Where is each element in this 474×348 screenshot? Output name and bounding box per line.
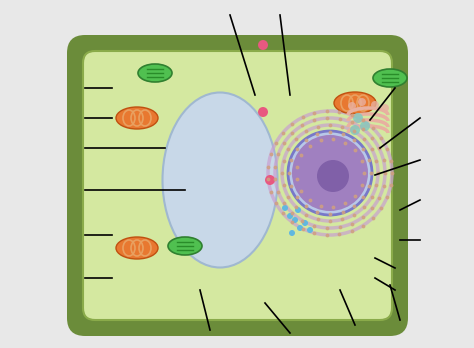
Ellipse shape [334, 92, 376, 114]
Ellipse shape [138, 64, 172, 82]
FancyBboxPatch shape [83, 51, 392, 320]
Circle shape [282, 205, 288, 211]
Ellipse shape [373, 69, 407, 87]
Circle shape [307, 227, 313, 233]
Circle shape [258, 40, 268, 50]
Circle shape [295, 207, 301, 213]
Circle shape [265, 175, 275, 185]
Ellipse shape [168, 237, 202, 255]
Circle shape [292, 217, 298, 223]
Ellipse shape [116, 107, 158, 129]
Circle shape [297, 225, 303, 231]
Circle shape [292, 135, 368, 211]
FancyBboxPatch shape [67, 35, 408, 336]
Circle shape [302, 220, 308, 226]
Circle shape [258, 107, 268, 117]
Circle shape [317, 160, 349, 192]
Circle shape [358, 98, 366, 106]
Circle shape [287, 213, 293, 219]
Circle shape [348, 102, 356, 110]
Circle shape [350, 125, 360, 135]
Circle shape [381, 104, 389, 112]
Circle shape [288, 131, 372, 215]
Circle shape [371, 101, 379, 109]
Ellipse shape [163, 93, 277, 268]
Circle shape [289, 230, 295, 236]
Ellipse shape [116, 237, 158, 259]
Circle shape [353, 113, 363, 123]
Circle shape [360, 121, 370, 131]
